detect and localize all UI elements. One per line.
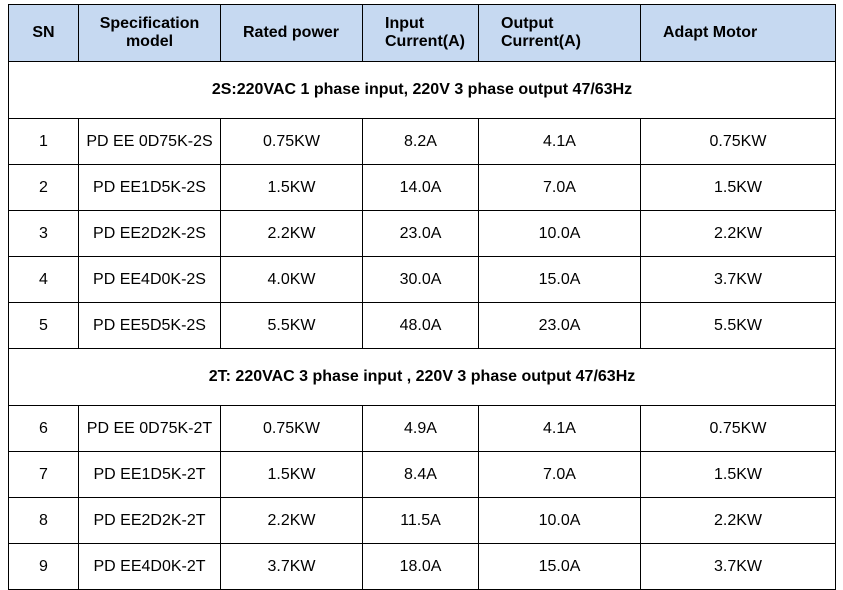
cell: 2.2KW	[220, 210, 363, 257]
cell: PD EE4D0K-2T	[78, 543, 221, 590]
cell: 5.5KW	[220, 302, 363, 349]
cell: 5.5KW	[640, 302, 836, 349]
header-cell: SN	[8, 4, 79, 62]
cell: 6	[8, 405, 79, 452]
cell: 8.4A	[362, 451, 479, 498]
cell: 8	[8, 497, 79, 544]
cell: 2	[8, 164, 79, 211]
cell: PD EE1D5K-2S	[78, 164, 221, 211]
cell: 3.7KW	[640, 543, 836, 590]
data-row: 8 PD EE2D2K-2T 2.2KW 11.5A 10.0A 2.2KW	[8, 497, 836, 544]
cell: 23.0A	[362, 210, 479, 257]
cell: 4.0KW	[220, 256, 363, 303]
cell: PD EE4D0K-2S	[78, 256, 221, 303]
cell: 7	[8, 451, 79, 498]
cell: PD EE2D2K-2S	[78, 210, 221, 257]
cell: PD EE 0D75K-2S	[78, 118, 221, 165]
cell: 0.75KW	[640, 405, 836, 452]
header-cell: Specification model	[78, 4, 221, 62]
cell: 48.0A	[362, 302, 479, 349]
cell: 0.75KW	[220, 118, 363, 165]
cell: 3	[8, 210, 79, 257]
cell: 4.1A	[478, 405, 641, 452]
cell: 7.0A	[478, 164, 641, 211]
cell: PD EE 0D75K-2T	[78, 405, 221, 452]
section-title: 2T: 220VAC 3 phase input , 220V 3 phase …	[8, 348, 836, 406]
cell: 1.5KW	[640, 164, 836, 211]
cell: 7.0A	[478, 451, 641, 498]
data-row: 5 PD EE5D5K-2S 5.5KW 48.0A 23.0A 5.5KW	[8, 302, 836, 349]
cell: 2.2KW	[640, 497, 836, 544]
cell: 1	[8, 118, 79, 165]
cell: 3.7KW	[640, 256, 836, 303]
data-row: 9 PD EE4D0K-2T 3.7KW 18.0A 15.0A 3.7KW	[8, 543, 836, 590]
header-cell: Adapt Motor	[640, 4, 836, 62]
cell: 1.5KW	[220, 451, 363, 498]
header-row: SN Specification model Rated power Input Cu…	[8, 4, 836, 62]
spec-table: SN Specification model Rated power Input Cu…	[8, 4, 836, 590]
cell: 4	[8, 256, 79, 303]
cell: 10.0A	[478, 497, 641, 544]
cell: 4.1A	[478, 118, 641, 165]
table-body: 2S:220VAC 1 phase input, 220V 3 phase ou…	[8, 61, 836, 590]
page: SN Specification model Rated power Input Cu…	[8, 4, 836, 590]
section-row: 2T: 220VAC 3 phase input , 220V 3 phase …	[8, 348, 836, 406]
cell: 4.9A	[362, 405, 479, 452]
cell: 0.75KW	[640, 118, 836, 165]
cell: 0.75KW	[220, 405, 363, 452]
cell: 30.0A	[362, 256, 479, 303]
cell: 14.0A	[362, 164, 479, 211]
cell: 15.0A	[478, 543, 641, 590]
cell: 2.2KW	[220, 497, 363, 544]
section-row: 2S:220VAC 1 phase input, 220V 3 phase ou…	[8, 61, 836, 119]
cell: 2.2KW	[640, 210, 836, 257]
header-cell: Output Current(A)	[478, 4, 641, 62]
cell: PD EE1D5K-2T	[78, 451, 221, 498]
cell: 3.7KW	[220, 543, 363, 590]
header-cell: Rated power	[220, 4, 363, 62]
cell: 23.0A	[478, 302, 641, 349]
cell: 15.0A	[478, 256, 641, 303]
data-row: 7 PD EE1D5K-2T 1.5KW 8.4A 7.0A 1.5KW	[8, 451, 836, 498]
cell: 10.0A	[478, 210, 641, 257]
data-row: 2 PD EE1D5K-2S 1.5KW 14.0A 7.0A 1.5KW	[8, 164, 836, 211]
data-row: 4 PD EE4D0K-2S 4.0KW 30.0A 15.0A 3.7KW	[8, 256, 836, 303]
cell: PD EE2D2K-2T	[78, 497, 221, 544]
cell: 1.5KW	[220, 164, 363, 211]
cell: 18.0A	[362, 543, 479, 590]
cell: 8.2A	[362, 118, 479, 165]
cell: PD EE5D5K-2S	[78, 302, 221, 349]
cell: 9	[8, 543, 79, 590]
data-row: 3 PD EE2D2K-2S 2.2KW 23.0A 10.0A 2.2KW	[8, 210, 836, 257]
data-row: 1 PD EE 0D75K-2S 0.75KW 8.2A 4.1A 0.75KW	[8, 118, 836, 165]
cell: 5	[8, 302, 79, 349]
cell: 1.5KW	[640, 451, 836, 498]
data-row: 6 PD EE 0D75K-2T 0.75KW 4.9A 4.1A 0.75KW	[8, 405, 836, 452]
section-title: 2S:220VAC 1 phase input, 220V 3 phase ou…	[8, 61, 836, 119]
header-cell: Input Current(A)	[362, 4, 479, 62]
cell: 11.5A	[362, 497, 479, 544]
